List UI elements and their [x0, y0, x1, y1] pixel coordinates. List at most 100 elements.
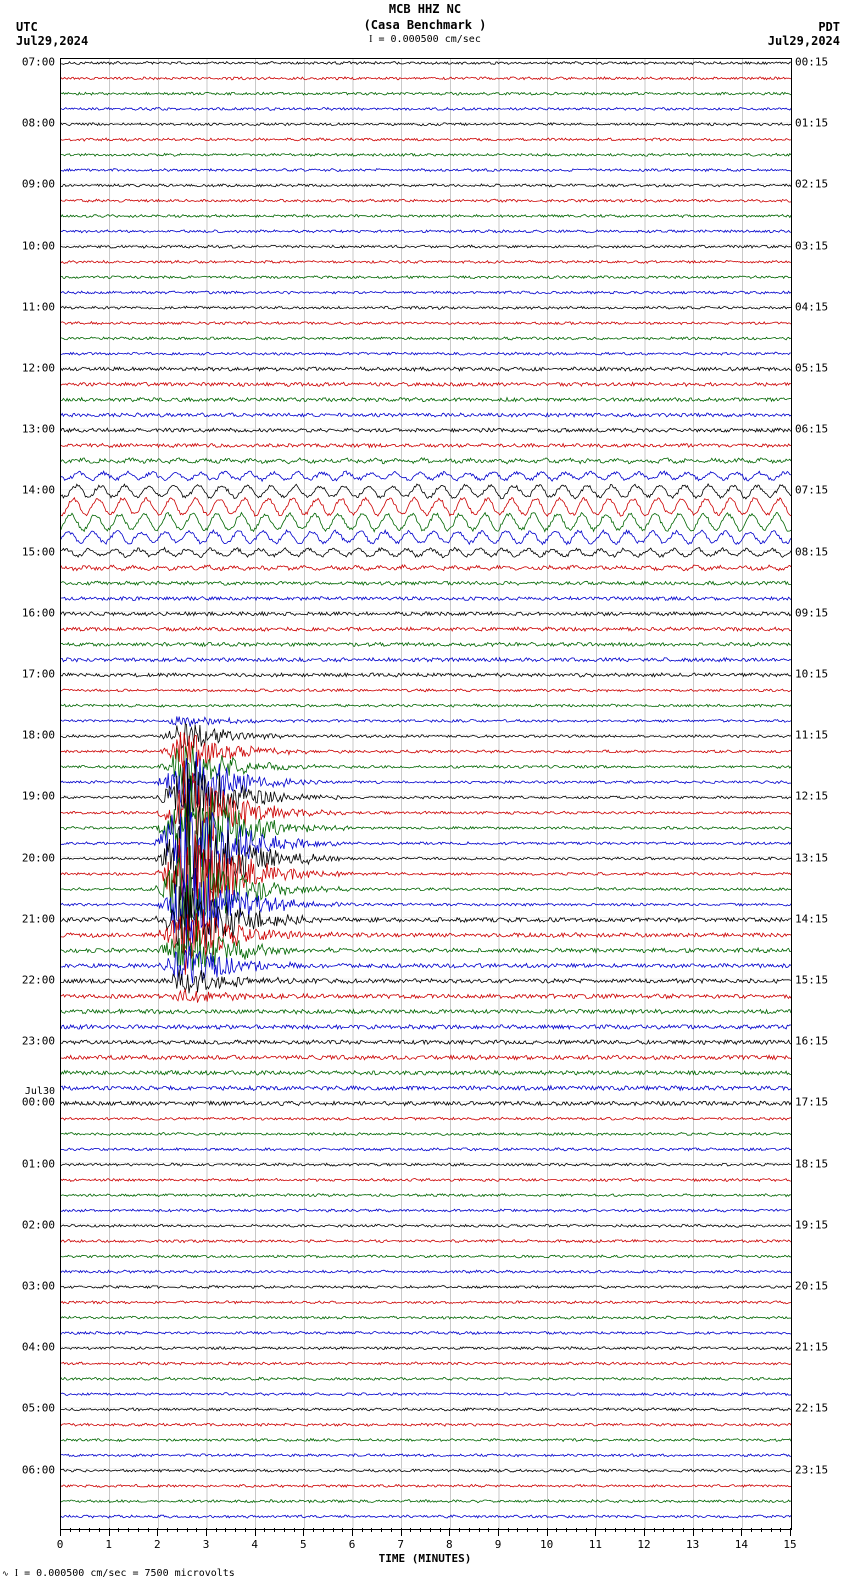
trace-line	[61, 834, 791, 931]
x-tick-label: 0	[57, 1538, 64, 1551]
x-axis-title: TIME (MINUTES)	[60, 1552, 790, 1565]
x-tick-minor	[381, 1528, 382, 1532]
trace-line	[61, 627, 791, 631]
x-tick-minor	[410, 1528, 411, 1532]
right-time-label: 16:15	[795, 1035, 828, 1048]
trace-line	[61, 530, 791, 545]
trace-line	[61, 1439, 791, 1442]
trace-line	[61, 752, 791, 808]
trace-line	[61, 1377, 791, 1380]
left-time-label: 08:00	[22, 117, 55, 130]
trace-line	[61, 458, 791, 464]
left-time-label: 18:00	[22, 729, 55, 742]
trace-line	[61, 642, 791, 646]
left-time-label: 01:00	[22, 1157, 55, 1170]
x-tick-minor	[732, 1528, 733, 1532]
right-time-label: 04:15	[795, 300, 828, 313]
right-time-label: 09:15	[795, 606, 828, 619]
x-tick-minor	[508, 1528, 509, 1532]
left-time-label: 12:00	[22, 362, 55, 375]
x-tick-label: 5	[300, 1538, 307, 1551]
trace-line	[61, 230, 791, 233]
footer-symbol: I	[15, 1568, 18, 1579]
right-time-label: 12:15	[795, 790, 828, 803]
right-time-label: 01:15	[795, 117, 828, 130]
scale-symbol: I	[369, 34, 372, 45]
right-time-label: 07:15	[795, 484, 828, 497]
x-tick-minor	[566, 1528, 567, 1532]
station-id: MCB HHZ NC	[0, 2, 850, 18]
x-tick-minor	[586, 1528, 587, 1532]
trace-line	[61, 1055, 791, 1060]
trace-line	[61, 597, 791, 601]
x-tick-label: 7	[397, 1538, 404, 1551]
x-tick-minor	[634, 1528, 635, 1532]
trace-line	[61, 761, 791, 824]
x-tick-minor	[323, 1528, 324, 1532]
x-tick	[255, 1528, 256, 1536]
trace-line	[61, 291, 791, 294]
trace-line	[61, 1362, 791, 1365]
trace-line	[61, 781, 791, 937]
x-tick-minor	[430, 1528, 431, 1532]
right-time-label: 03:15	[795, 239, 828, 252]
x-tick-label: 3	[203, 1538, 210, 1551]
trace-line	[61, 1286, 791, 1289]
x-tick-minor	[605, 1528, 606, 1532]
seismogram-traces	[61, 59, 791, 1529]
left-time-label: 22:00	[22, 974, 55, 987]
x-tick-minor	[138, 1528, 139, 1532]
left-time-label: 19:00	[22, 790, 55, 803]
trace-line	[61, 428, 791, 432]
trace-line	[61, 1485, 791, 1488]
x-tick	[401, 1528, 402, 1536]
trace-line	[61, 1301, 791, 1304]
trace-line	[61, 1408, 791, 1411]
x-tick-minor	[245, 1528, 246, 1532]
trace-line	[61, 926, 791, 970]
right-time-label: 20:15	[795, 1280, 828, 1293]
trace-line	[61, 1332, 791, 1335]
x-tick-minor	[118, 1528, 119, 1532]
x-tick-minor	[615, 1528, 616, 1532]
scale-note: I = 0.000500 cm/sec	[0, 33, 850, 46]
trace-line	[61, 413, 791, 417]
trace-line	[61, 716, 791, 726]
left-time-label: 17:00	[22, 668, 55, 681]
x-tick-minor	[537, 1528, 538, 1532]
x-tick-minor	[420, 1528, 421, 1532]
header: UTC Jul29,2024 MCB HHZ NC (Casa Benchmar…	[0, 0, 850, 55]
trace-line	[61, 322, 791, 325]
left-time-label: 04:00	[22, 1341, 55, 1354]
plot-area	[60, 58, 792, 1530]
x-tick-minor	[128, 1528, 129, 1532]
trace-line	[61, 153, 791, 156]
right-time-label: 00:15	[795, 56, 828, 69]
trace-line	[61, 673, 791, 677]
x-tick-minor	[313, 1528, 314, 1532]
x-tick	[60, 1528, 61, 1536]
trace-line	[61, 1071, 791, 1076]
x-tick	[741, 1528, 742, 1536]
trace-line	[61, 1025, 791, 1030]
x-tick-minor	[517, 1528, 518, 1532]
trace-line	[61, 724, 791, 748]
right-time-label: 05:15	[795, 362, 828, 375]
left-time-label: 21:00	[22, 912, 55, 925]
x-tick-minor	[556, 1528, 557, 1532]
trace-line	[61, 382, 791, 386]
x-tick-label: 12	[637, 1538, 650, 1551]
trace-line	[61, 1515, 791, 1518]
right-time-label: 22:15	[795, 1402, 828, 1415]
trace-line	[61, 746, 791, 795]
x-tick-minor	[780, 1528, 781, 1532]
x-tick-minor	[284, 1528, 285, 1532]
trace-line	[61, 946, 791, 983]
trace-line	[61, 367, 791, 371]
x-tick-minor	[177, 1528, 178, 1532]
x-tick-label: 6	[349, 1538, 356, 1551]
left-time-label: 03:00	[22, 1280, 55, 1293]
scale-text: = 0.000500 cm/sec	[379, 34, 481, 45]
right-time-label: 13:15	[795, 851, 828, 864]
trace-line	[61, 215, 791, 218]
